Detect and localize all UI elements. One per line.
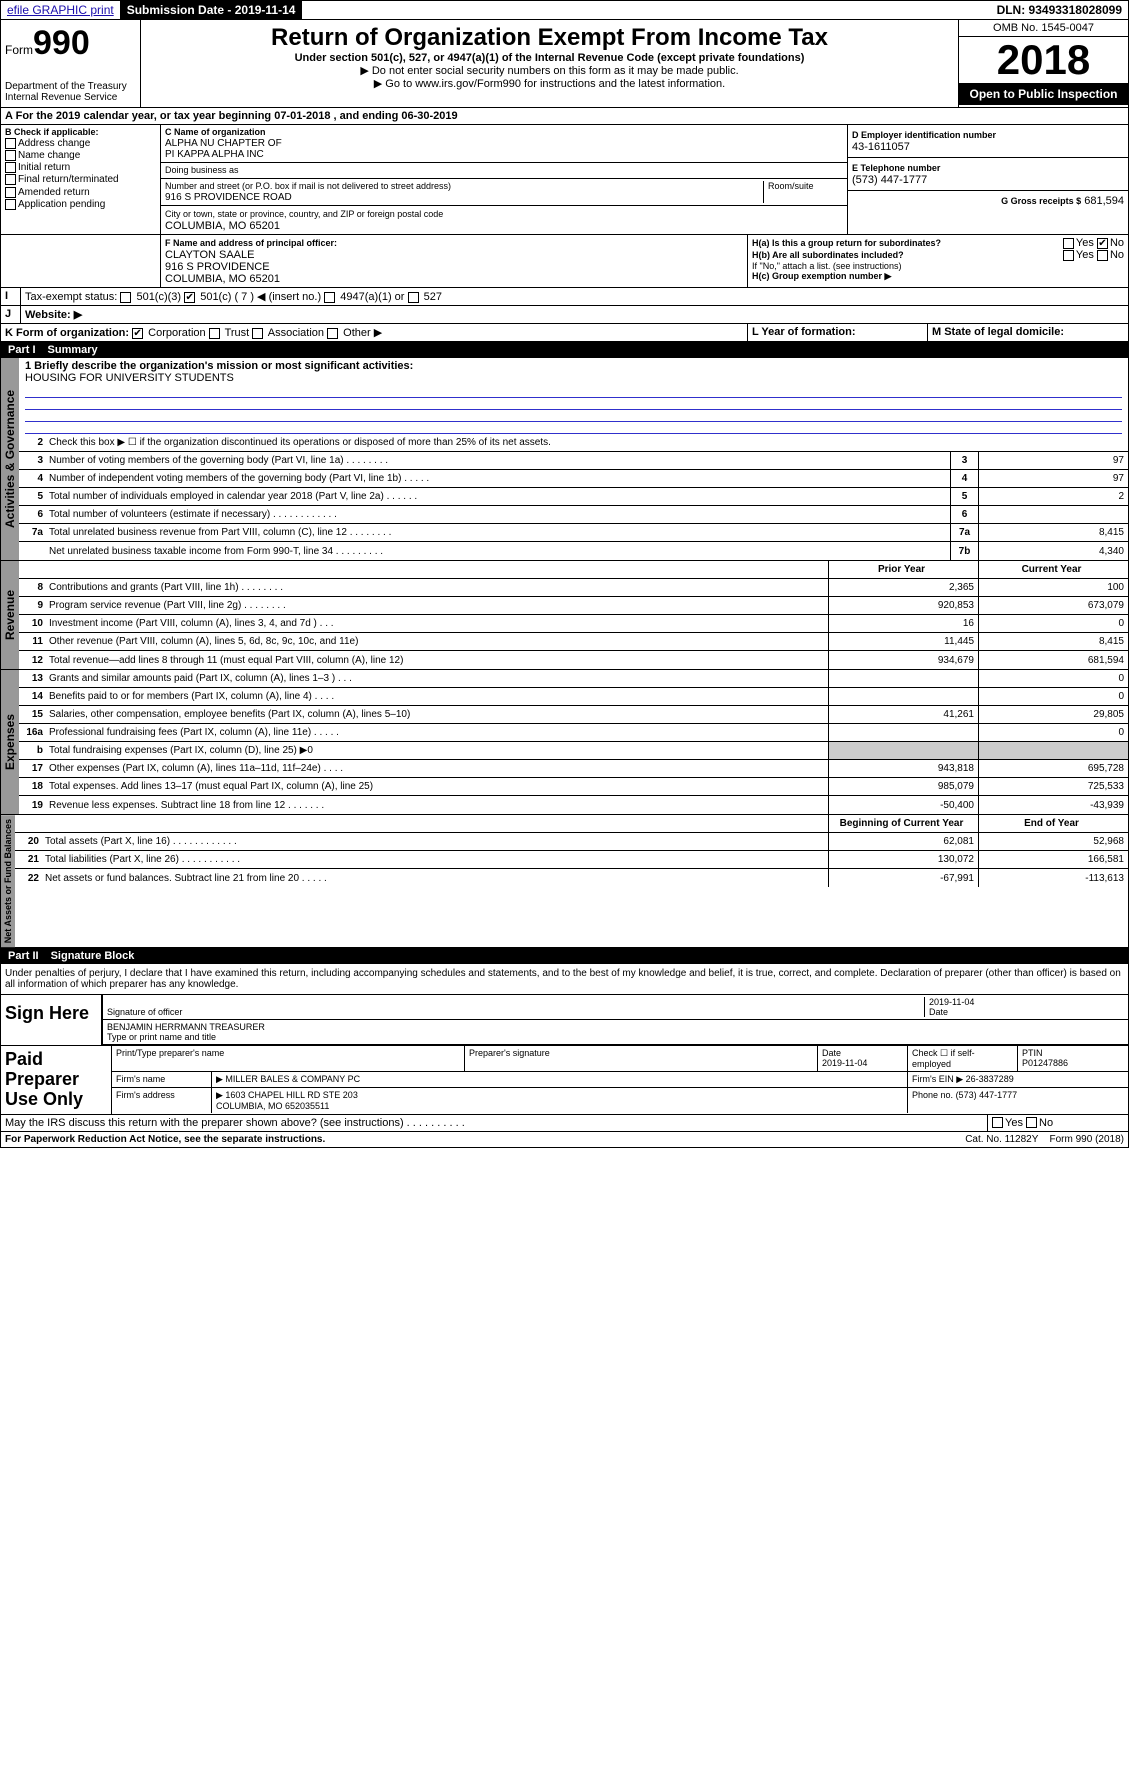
summary-line: 21Total liabilities (Part X, line 26) . … — [15, 851, 1128, 869]
summary-line: 15Salaries, other compensation, employee… — [19, 706, 1128, 724]
summary-line: Net unrelated business taxable income fr… — [19, 542, 1128, 560]
vert-net-assets: Net Assets or Fund Balances — [1, 815, 15, 947]
omb-number: OMB No. 1545-0047 — [959, 20, 1128, 37]
org-name: ALPHA NU CHAPTER OF PI KAPPA ALPHA INC — [165, 138, 282, 160]
open-public: Open to Public Inspection — [959, 83, 1128, 105]
part-2-header: Part IISignature Block — [0, 948, 1129, 964]
tax-year: 2018 — [959, 37, 1128, 83]
summary-line: 3Number of voting members of the governi… — [19, 452, 1128, 470]
officer-signature-name: BENJAMIN HERRMANN TREASURER — [107, 1022, 265, 1032]
form-number: 990 — [33, 24, 90, 62]
firm-name: ▶ MILLER BALES & COMPANY PC — [212, 1072, 908, 1087]
summary-line: 10Investment income (Part VIII, column (… — [19, 615, 1128, 633]
dept-treasury: Department of the Treasury Internal Reve… — [5, 81, 136, 103]
summary-line: 18Total expenses. Add lines 13–17 (must … — [19, 778, 1128, 796]
summary-line: 9Program service revenue (Part VIII, lin… — [19, 597, 1128, 615]
vert-expenses: Expenses — [1, 670, 19, 814]
mission-question: 1 Briefly describe the organization's mi… — [19, 358, 1128, 386]
firm-address: ▶ 1603 CHAPEL HILL RD STE 203 COLUMBIA, … — [212, 1088, 908, 1113]
dln: DLN: 93493318028099 — [991, 1, 1128, 19]
firm-ein: 26-3837289 — [966, 1074, 1014, 1084]
submission-date: Submission Date - 2019-11-14 — [121, 1, 303, 19]
firm-phone: (573) 447-1777 — [956, 1090, 1018, 1100]
summary-line: 22Net assets or fund balances. Subtract … — [15, 869, 1128, 887]
summary-line: 14Benefits paid to or for members (Part … — [19, 688, 1128, 706]
entity-block: B Check if applicable: Address change Na… — [0, 125, 1129, 235]
summary-line: 13Grants and similar amounts paid (Part … — [19, 670, 1128, 688]
summary-line: 19Revenue less expenses. Subtract line 1… — [19, 796, 1128, 814]
form-title: Return of Organization Exempt From Incom… — [145, 24, 954, 52]
efile-link[interactable]: efile GRAPHIC print — [1, 1, 121, 19]
summary-line: 20Total assets (Part X, line 16) . . . .… — [15, 833, 1128, 851]
form-subtitle: Under section 501(c), 527, or 4947(a)(1)… — [145, 52, 954, 64]
vert-revenue: Revenue — [1, 561, 19, 669]
officer-name: CLAYTON SAALE — [165, 249, 254, 261]
officer-group-row: F Name and address of principal officer:… — [0, 235, 1129, 288]
phone: (573) 447-1777 — [852, 174, 927, 186]
ein: 43-1611057 — [852, 141, 910, 153]
summary-line: 11Other revenue (Part VIII, column (A), … — [19, 633, 1128, 651]
period-row: A For the 2019 calendar year, or tax yea… — [0, 108, 1129, 125]
tax-status-row: I Tax-exempt status: 501(c)(3) 501(c) ( … — [0, 288, 1129, 306]
summary-line: 7aTotal unrelated business revenue from … — [19, 524, 1128, 542]
summary-line: 8Contributions and grants (Part VIII, li… — [19, 579, 1128, 597]
form-header: Form990 Department of the Treasury Inter… — [0, 20, 1129, 108]
check-applicable: B Check if applicable: Address change Na… — [1, 125, 161, 234]
summary-line: 5Total number of individuals employed in… — [19, 488, 1128, 506]
top-bar: efile GRAPHIC print Submission Date - 20… — [0, 0, 1129, 20]
gross-receipts: 681,594 — [1084, 195, 1124, 207]
instruction-link[interactable]: ▶ Go to www.irs.gov/Form990 for instruct… — [145, 77, 954, 90]
summary-line: 12Total revenue—add lines 8 through 11 (… — [19, 651, 1128, 669]
summary-line: 16aProfessional fundraising fees (Part I… — [19, 724, 1128, 742]
street-address: 916 S PROVIDENCE ROAD — [165, 192, 292, 203]
period-text: A For the 2019 calendar year, or tax yea… — [1, 108, 1128, 124]
footer: For Paperwork Reduction Act Notice, see … — [0, 1132, 1129, 1148]
discuss-row: May the IRS discuss this return with the… — [0, 1115, 1129, 1132]
instruction-ssn: ▶ Do not enter social security numbers o… — [145, 64, 954, 77]
city-state-zip: COLUMBIA, MO 65201 — [165, 220, 280, 232]
ptin: P01247886 — [1022, 1058, 1068, 1068]
part-1-header: Part ISummary — [0, 342, 1129, 358]
sign-here-block: Sign Here Signature of officer2019-11-04… — [0, 995, 1129, 1046]
summary-line: bTotal fundraising expenses (Part IX, co… — [19, 742, 1128, 760]
summary-line: 4Number of independent voting members of… — [19, 470, 1128, 488]
vert-activities-governance: Activities & Governance — [1, 358, 19, 560]
website: Website: ▶ — [21, 306, 1128, 323]
summary-line: 17Other expenses (Part IX, column (A), l… — [19, 760, 1128, 778]
summary-section: Activities & Governance 1 Briefly descri… — [0, 358, 1129, 561]
paid-preparer-block: Paid Preparer Use Only Print/Type prepar… — [0, 1046, 1129, 1114]
summary-line: 6Total number of volunteers (estimate if… — [19, 506, 1128, 524]
klm-row: K Form of organization: Corporation Trus… — [0, 324, 1129, 342]
form-label: Form — [5, 43, 33, 57]
perjury-statement: Under penalties of perjury, I declare th… — [0, 964, 1129, 995]
